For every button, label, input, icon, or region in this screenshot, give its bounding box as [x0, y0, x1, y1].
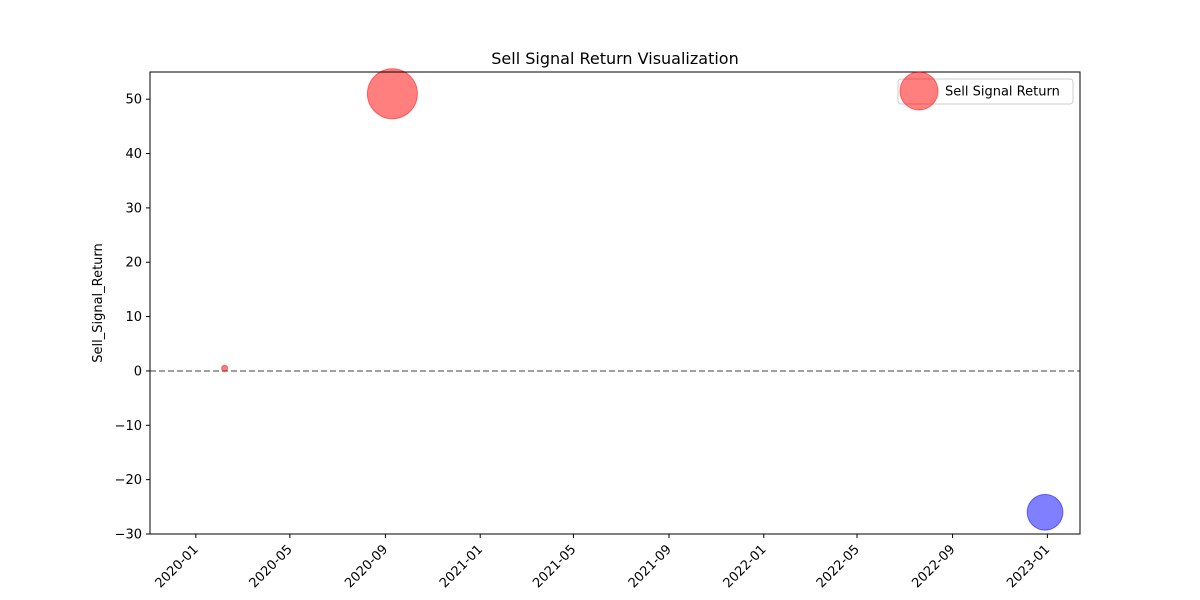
x-tick-label: 2022-01 [721, 542, 770, 591]
legend-label: Sell Signal Return [945, 85, 1060, 100]
x-tick-label: 2020-01 [153, 542, 202, 591]
x-tick-label: 2020-09 [342, 542, 391, 591]
y-axis: −30 −20 −10 0 10 20 30 40 50 [115, 93, 150, 543]
y-tick-label: 50 [125, 93, 142, 108]
y-tick-label: 10 [125, 310, 142, 325]
data-point [221, 364, 229, 372]
y-tick-label: −30 [115, 528, 142, 543]
data-point [366, 68, 418, 120]
y-tick-label: 0 [134, 364, 142, 379]
y-tick-label: 40 [125, 147, 142, 162]
x-axis: 2020-01 2020-05 2020-09 2021-01 2021-05 2021-… [153, 534, 1053, 591]
legend: Sell Signal Return [897, 71, 1074, 111]
x-tick-label: 2022-09 [909, 542, 958, 591]
chart-title: Sell Signal Return Visualization [491, 49, 738, 68]
x-tick-label: 2020-05 [247, 542, 296, 591]
x-tick-label: 2021-05 [530, 542, 579, 591]
x-tick-label: 2022-05 [814, 542, 863, 591]
plot-frame [149, 71, 1081, 535]
x-tick-label: 2023-01 [1004, 542, 1053, 591]
legend-marker [899, 71, 939, 111]
y-tick-label: −20 [115, 473, 142, 488]
y-tick-label: 30 [125, 201, 142, 216]
legend-box [897, 78, 1074, 105]
x-tick-label: 2021-01 [437, 542, 486, 591]
x-tick-label: 2021-09 [626, 542, 675, 591]
y-tick-label: 20 [125, 256, 142, 271]
data-point [1026, 493, 1064, 531]
data-points [221, 68, 1064, 531]
y-axis-label: Sell_Signal_Return [91, 243, 106, 363]
plot-area [150, 72, 1080, 534]
y-tick-label: −10 [115, 419, 142, 434]
